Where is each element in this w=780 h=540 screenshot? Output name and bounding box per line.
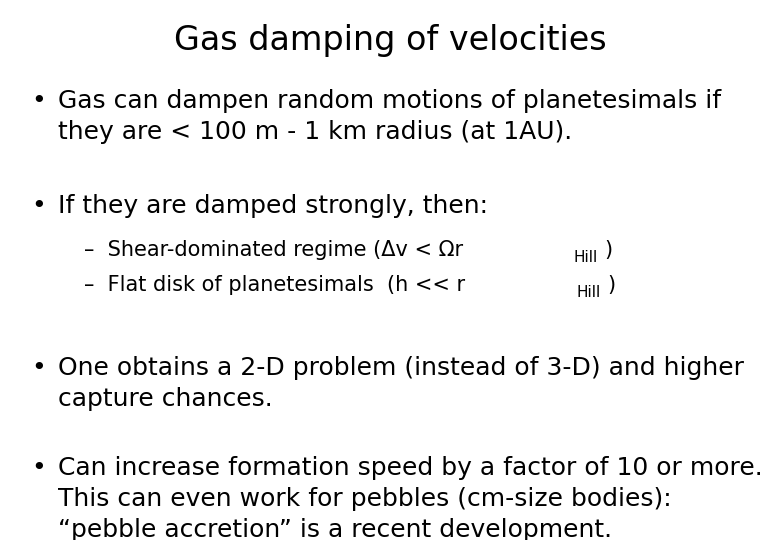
Text: Gas damping of velocities: Gas damping of velocities	[174, 24, 606, 57]
Text: Hill: Hill	[573, 250, 597, 265]
Text: •: •	[31, 456, 46, 480]
Text: •: •	[31, 89, 46, 113]
Text: Can increase formation speed by a factor of 10 or more.
This can even work for p: Can increase formation speed by a factor…	[58, 456, 764, 540]
Text: ): )	[608, 275, 615, 295]
Text: –  Flat disk of planetesimals  (h << r: – Flat disk of planetesimals (h << r	[84, 275, 466, 295]
Text: Gas can dampen random motions of planetesimals if
they are < 100 m - 1 km radius: Gas can dampen random motions of planete…	[58, 89, 722, 144]
Text: Hill: Hill	[576, 285, 601, 300]
Text: –  Shear-dominated regime (Δv < Ωr: – Shear-dominated regime (Δv < Ωr	[84, 240, 463, 260]
Text: ): )	[604, 240, 613, 260]
Text: If they are damped strongly, then:: If they are damped strongly, then:	[58, 194, 488, 218]
Text: One obtains a 2-D problem (instead of 3-D) and higher
capture chances.: One obtains a 2-D problem (instead of 3-…	[58, 356, 744, 411]
Text: •: •	[31, 194, 46, 218]
Text: •: •	[31, 356, 46, 380]
